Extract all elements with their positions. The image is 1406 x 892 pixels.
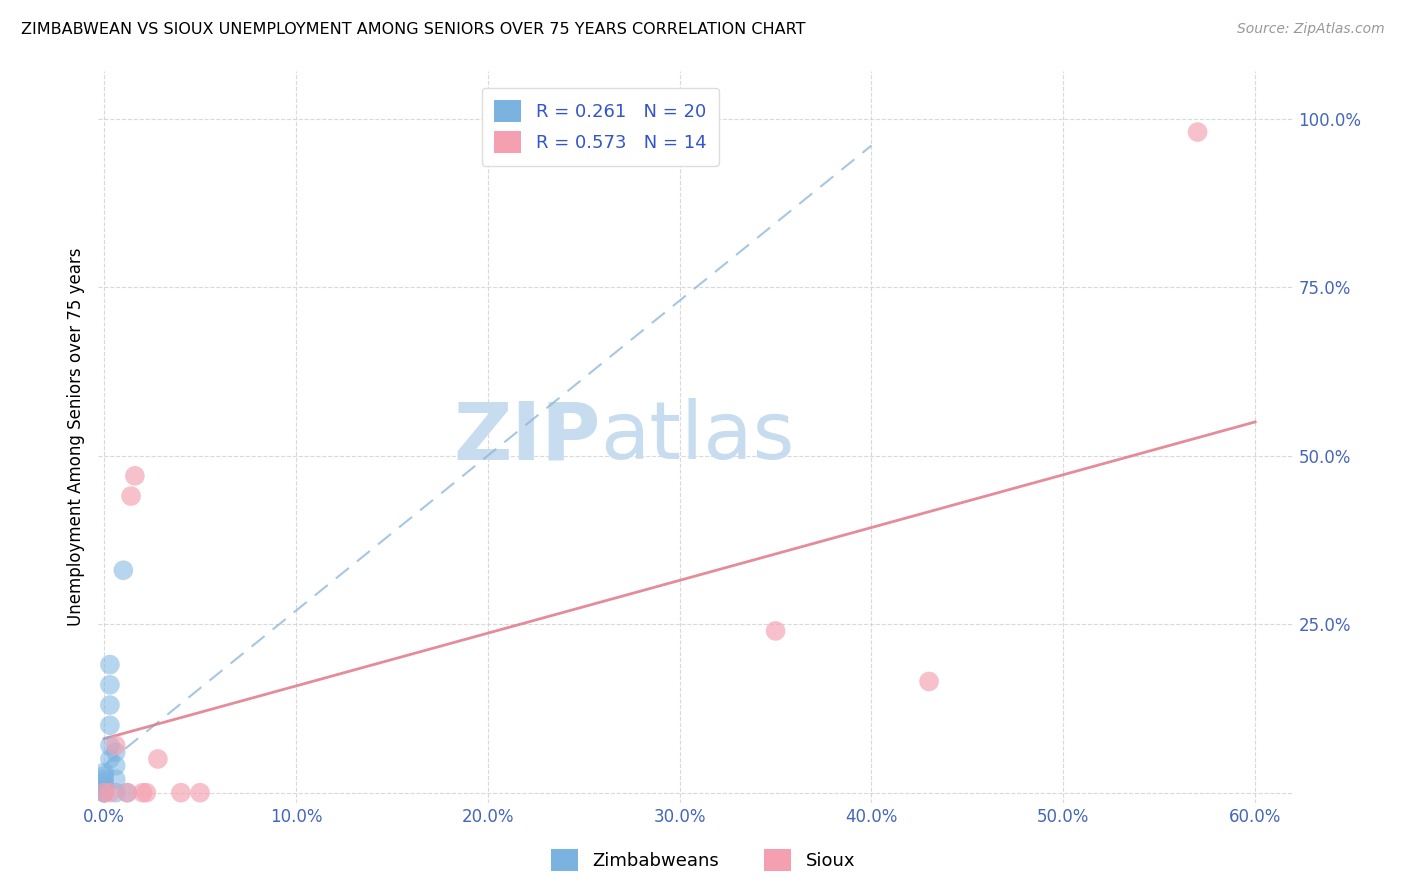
Y-axis label: Unemployment Among Seniors over 75 years: Unemployment Among Seniors over 75 years bbox=[66, 248, 84, 626]
Text: ZIMBABWEAN VS SIOUX UNEMPLOYMENT AMONG SENIORS OVER 75 YEARS CORRELATION CHART: ZIMBABWEAN VS SIOUX UNEMPLOYMENT AMONG S… bbox=[21, 22, 806, 37]
Point bbox=[104, 758, 127, 772]
Point bbox=[115, 786, 138, 800]
Legend: Zimbabweans, Sioux: Zimbabweans, Sioux bbox=[544, 842, 862, 879]
Point bbox=[188, 786, 211, 800]
Point bbox=[98, 739, 121, 753]
Point bbox=[112, 563, 135, 577]
Point bbox=[104, 739, 127, 753]
Point bbox=[104, 745, 127, 759]
Point bbox=[765, 624, 787, 638]
Point bbox=[98, 678, 121, 692]
Point bbox=[170, 786, 193, 800]
Text: ZIP: ZIP bbox=[453, 398, 600, 476]
Point bbox=[146, 752, 169, 766]
Legend: R = 0.261   N = 20, R = 0.573   N = 14: R = 0.261 N = 20, R = 0.573 N = 14 bbox=[482, 87, 718, 166]
Point bbox=[98, 786, 121, 800]
Point bbox=[135, 786, 157, 800]
Point bbox=[120, 489, 142, 503]
Point bbox=[124, 468, 146, 483]
Point bbox=[918, 674, 941, 689]
Point bbox=[104, 772, 127, 787]
Text: atlas: atlas bbox=[600, 398, 794, 476]
Point bbox=[98, 718, 121, 732]
Point bbox=[104, 786, 127, 800]
Point bbox=[93, 765, 115, 780]
Point bbox=[93, 779, 115, 793]
Point bbox=[131, 786, 153, 800]
Text: Source: ZipAtlas.com: Source: ZipAtlas.com bbox=[1237, 22, 1385, 37]
Point bbox=[93, 772, 115, 787]
Point bbox=[93, 775, 115, 789]
Point bbox=[93, 782, 115, 797]
Point bbox=[98, 752, 121, 766]
Point bbox=[93, 769, 115, 783]
Point bbox=[1187, 125, 1209, 139]
Point bbox=[93, 786, 115, 800]
Point bbox=[93, 786, 115, 800]
Point bbox=[98, 698, 121, 712]
Point bbox=[98, 657, 121, 672]
Point bbox=[115, 786, 138, 800]
Point bbox=[93, 786, 115, 800]
